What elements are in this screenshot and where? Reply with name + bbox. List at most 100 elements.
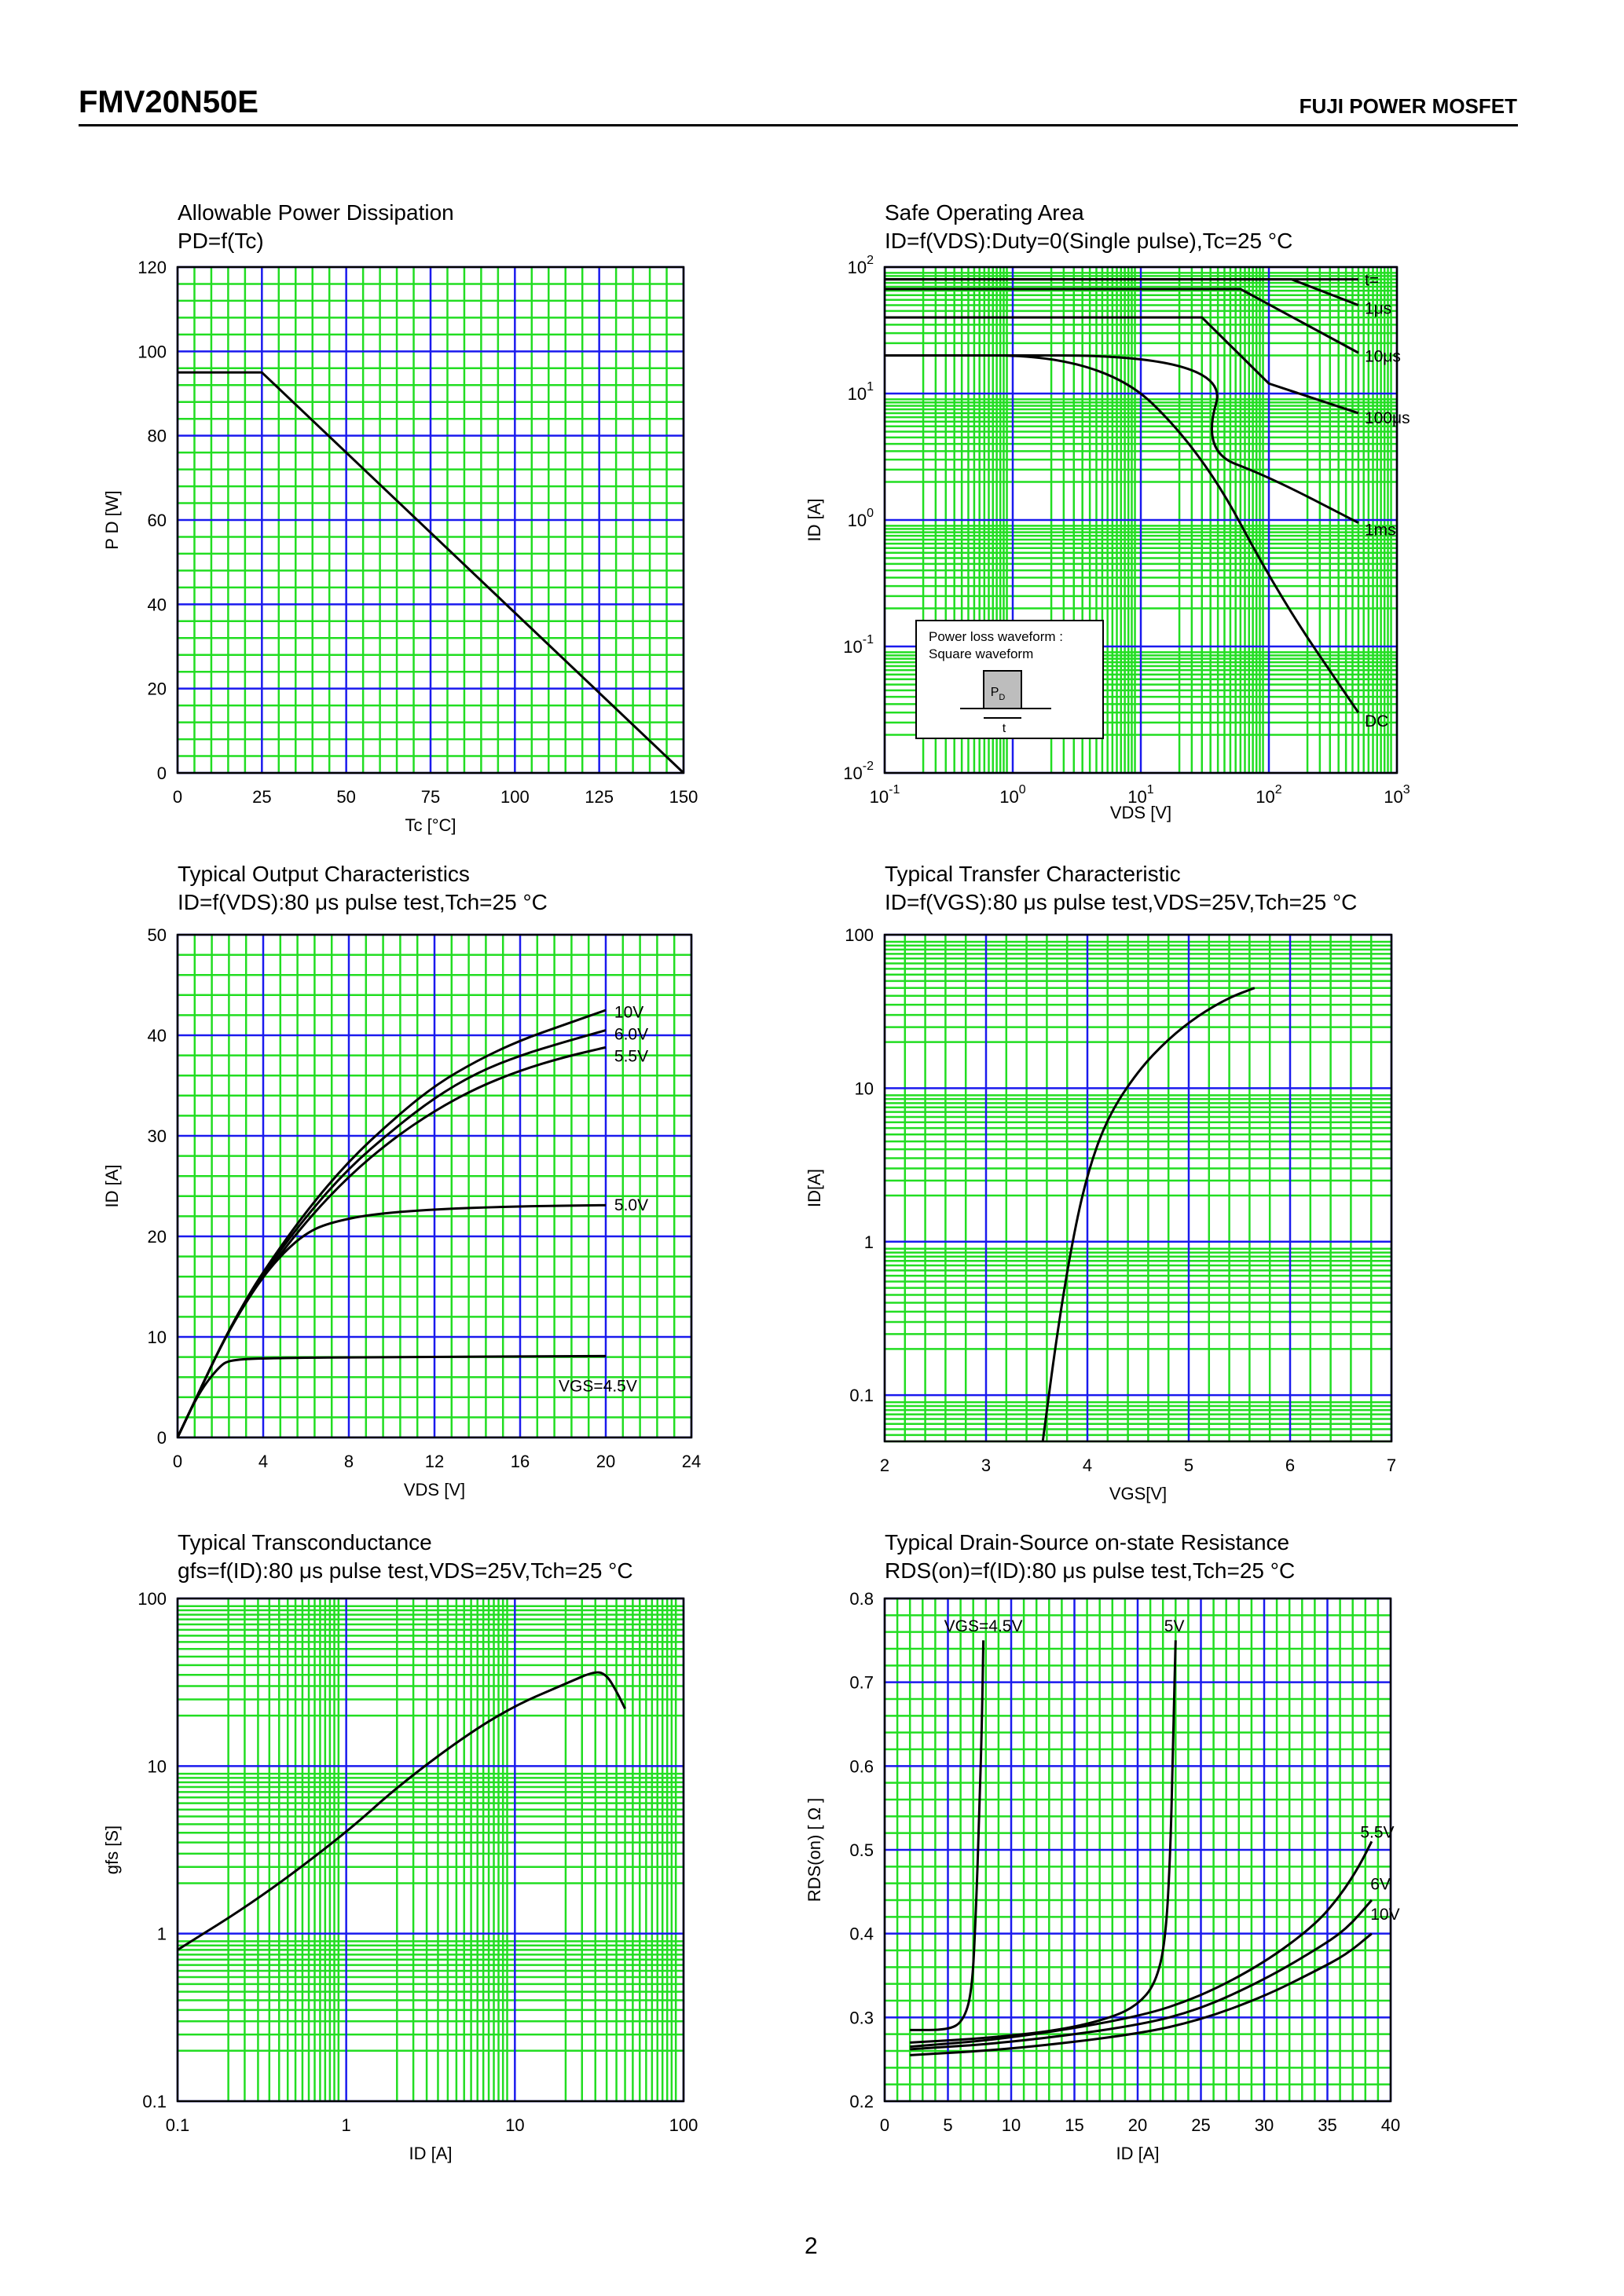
y-tick-label: 20 <box>148 679 167 699</box>
y-tick-label: 101 <box>848 380 874 404</box>
inset-line1: Power loss waveform : <box>929 629 1063 644</box>
y-axis-label: gfs [S] <box>102 1825 122 1874</box>
series-line-10v <box>910 1932 1373 2056</box>
chart-subtitle: ID=f(VGS):80 μs pulse test,VDS=25V,Tch=2… <box>885 890 1357 914</box>
series-line-5-5v <box>910 1840 1373 2049</box>
y-axis-label: RDS(on) [ Ω ] <box>805 1798 824 1902</box>
y-tick-label: 10-1 <box>843 633 874 657</box>
series-group <box>885 278 1360 714</box>
inset-line2: Square waveform <box>929 646 1033 661</box>
x-tick-label: 12 <box>425 1452 444 1471</box>
x-tick-label: 25 <box>252 787 271 807</box>
x-tick-label: 0 <box>880 2115 889 2135</box>
y-tick-label: 60 <box>148 511 167 530</box>
x-tick-label: 6 <box>1285 1456 1295 1475</box>
chart-subtitle: ID=f(VDS):Duty=0(Single pulse),Tc=25 °C <box>885 229 1292 253</box>
chart-title: Typical Output Characteristics <box>178 862 470 886</box>
series-line <box>178 1671 626 1951</box>
x-tick-label: 35 <box>1318 2115 1336 2135</box>
plot-area <box>178 1598 684 2101</box>
y-tick-label: 0.3 <box>849 2008 874 2027</box>
y-tick-label: 80 <box>148 427 167 446</box>
chart-safe-operating-area: Safe Operating Area ID=f(VDS):Duty=0(Sing… <box>805 200 1410 822</box>
series-label-10v: 10V <box>614 1003 643 1021</box>
x-tick-label: 10 <box>505 2115 524 2135</box>
inset-pulse <box>983 670 1022 709</box>
y-tick-label: 10 <box>148 1756 167 1776</box>
series-line-10-s <box>885 287 1359 354</box>
page-header-model: FMV20N50E <box>79 85 258 119</box>
series-label-1ms: 1ms <box>1365 521 1396 539</box>
x-tick-label: 103 <box>1384 783 1410 807</box>
x-tick-label: 5 <box>1184 1456 1193 1475</box>
y-tick-label: 0.1 <box>142 2092 167 2111</box>
plot-frame <box>883 265 1399 774</box>
chart-title: Typical Drain-Source on-state Resistance <box>885 1530 1289 1554</box>
y-tick-label: 100 <box>137 1589 167 1609</box>
y-tick-label: 0 <box>157 764 167 783</box>
y-tick-label: 1 <box>157 1924 167 1944</box>
series-group <box>178 1671 626 1951</box>
chart-subtitle: RDS(on)=f(ID):80 μs pulse test,Tch=25 °C <box>885 1558 1295 1583</box>
series-line-5-0v <box>178 1203 607 1437</box>
plot-frame <box>176 933 693 1439</box>
y-tick-label: 30 <box>148 1126 167 1146</box>
y-tick-label: 120 <box>137 258 167 277</box>
y-tick-label: 10 <box>855 1078 874 1098</box>
series-line-dc <box>885 354 1360 714</box>
x-tick-label: 24 <box>682 1452 701 1471</box>
series-group <box>910 1640 1373 2056</box>
x-tick-label: 15 <box>1065 2115 1083 2135</box>
series-label-5-0v: 5.0V <box>614 1196 648 1214</box>
x-tick-label: 102 <box>1256 783 1281 807</box>
y-axis-label: ID [A] <box>102 1164 122 1207</box>
y-tick-label: 10-2 <box>843 760 874 783</box>
y-axis-label: ID [A] <box>805 498 824 541</box>
chart-title: Allowable Power Dissipation <box>178 200 454 225</box>
plot-frame <box>883 933 1393 1443</box>
y-tick-label: 0.7 <box>849 1673 874 1693</box>
chart-transconductance: Typical Transconductance gfs=f(ID):80 μs … <box>102 1530 698 2163</box>
series-label-100-s: 100μs <box>1365 409 1410 427</box>
x-tick-label: 0 <box>173 787 182 807</box>
x-axis-label: ID [A] <box>1116 2144 1159 2163</box>
x-tick-label: 2 <box>880 1456 889 1475</box>
series-line-vgs-4-5v <box>178 1354 607 1437</box>
series-label-vgs-4-5v: VGS=4.5V <box>944 1617 1023 1635</box>
x-tick-label: 1 <box>342 2115 351 2135</box>
y-tick-label: 50 <box>148 925 167 945</box>
series-group <box>178 371 684 773</box>
chart-subtitle: ID=f(VDS):80 μs pulse test,Tch=25 °C <box>178 890 548 914</box>
x-tick-label: 30 <box>1255 2115 1274 2135</box>
y-tick-label: 0.8 <box>849 1589 874 1609</box>
x-tick-label: 5 <box>943 2115 952 2135</box>
y-axis-label: ID[A] <box>805 1169 824 1207</box>
series-label-5-5v: 5.5V <box>1360 1824 1394 1842</box>
y-axis-label: P D [W] <box>102 490 122 549</box>
y-tick-label: 0.6 <box>849 1756 874 1776</box>
header-divider <box>79 124 1518 126</box>
series-label-5v: 5V <box>1164 1617 1185 1635</box>
series-label-6-0v: 6.0V <box>614 1025 648 1043</box>
y-tick-label: 102 <box>848 254 874 277</box>
series-label-dc: DC <box>1365 712 1388 731</box>
y-tick-label: 40 <box>148 1026 167 1045</box>
plot-grid <box>176 1597 685 2103</box>
y-tick-label: 0.1 <box>849 1386 874 1405</box>
y-tick-label: 0.4 <box>849 1924 874 1944</box>
x-tick-label: 4 <box>258 1452 268 1471</box>
series-label-1-s: 1μs <box>1365 299 1391 317</box>
x-tick-label: 16 <box>511 1452 530 1471</box>
y-tick-label: 0.5 <box>849 1840 874 1860</box>
x-axis-label: VDS [V] <box>1110 803 1171 822</box>
series-line-6v <box>910 1899 1373 2051</box>
series-group <box>1041 987 1256 1441</box>
x-tick-label: 7 <box>1387 1456 1396 1475</box>
page-number: 2 <box>805 2233 818 2259</box>
series-line-5v <box>910 1640 1177 2044</box>
plot-grid <box>176 265 685 774</box>
x-tick-label: 50 <box>336 787 355 807</box>
series-line <box>178 371 684 773</box>
chart-title: Safe Operating Area <box>885 200 1084 225</box>
